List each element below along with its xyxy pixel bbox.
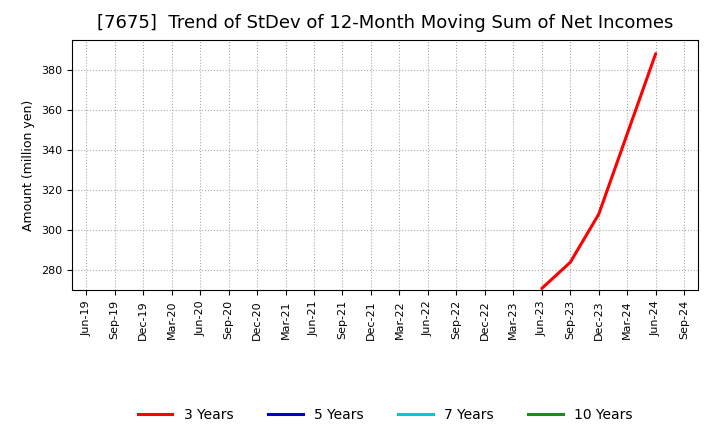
Title: [7675]  Trend of StDev of 12-Month Moving Sum of Net Incomes: [7675] Trend of StDev of 12-Month Moving… xyxy=(97,15,673,33)
Y-axis label: Amount (million yen): Amount (million yen) xyxy=(22,99,35,231)
3 Years xyxy=(652,51,660,56)
3 Years xyxy=(566,260,575,265)
3 Years xyxy=(595,212,603,217)
Legend: 3 Years, 5 Years, 7 Years, 10 Years: 3 Years, 5 Years, 7 Years, 10 Years xyxy=(132,403,638,428)
3 Years xyxy=(537,286,546,291)
Line: 3 Years: 3 Years xyxy=(541,54,656,288)
3 Years xyxy=(623,131,631,136)
